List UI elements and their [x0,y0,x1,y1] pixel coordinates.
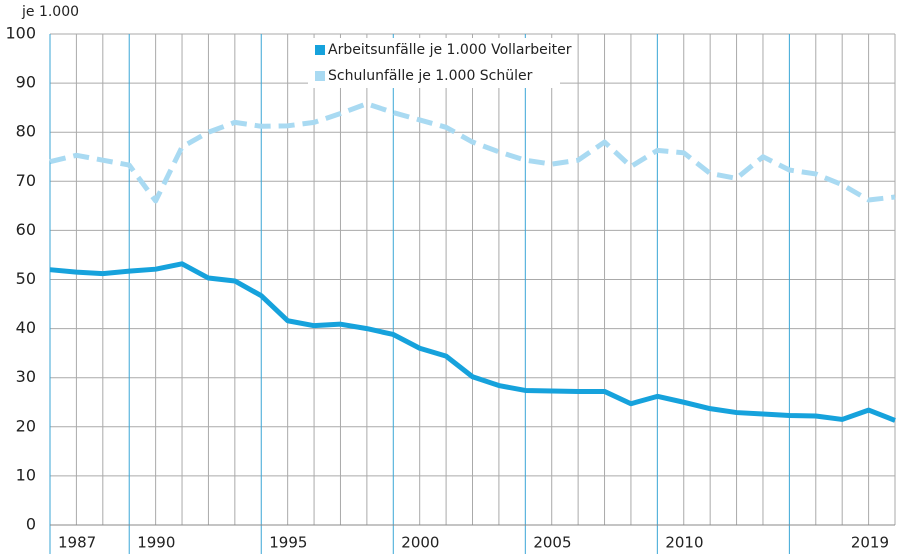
series-line [49,261,896,423]
x-tick-label: 1990 [137,534,175,552]
x-tick-label: 1995 [269,534,307,552]
x-tick-label: 2000 [401,534,439,552]
y-tick-label: 60 [16,220,36,239]
y-tick-label: 20 [16,416,36,435]
x-tick-label: 2010 [665,534,703,552]
legend-swatch [315,45,325,55]
y-tick-label: 10 [16,465,36,484]
series-line [49,101,896,204]
legend-box [308,38,560,88]
y-tick-label: 40 [16,318,36,337]
x-tick-label: 2005 [533,534,571,552]
legend-label: Schulunfälle je 1.000 Schüler [328,68,533,84]
legend-label: Arbeitsunfälle je 1.000 Vollarbeiter [328,42,572,58]
y-tick-label: 100 [5,24,36,43]
x-tick-label: 1987 [58,534,96,552]
y-tick-label: 30 [16,367,36,386]
legend-swatch [315,71,325,81]
y-tick-label: 80 [16,122,36,141]
y-tick-label: 0 [26,515,36,534]
y-tick-label: 70 [16,171,36,190]
y-tick-label: 50 [16,269,36,288]
y-tick-label: 90 [16,73,36,92]
y-axis-label: je 1.000 [21,4,79,20]
x-tick-label: 2019 [851,534,889,552]
